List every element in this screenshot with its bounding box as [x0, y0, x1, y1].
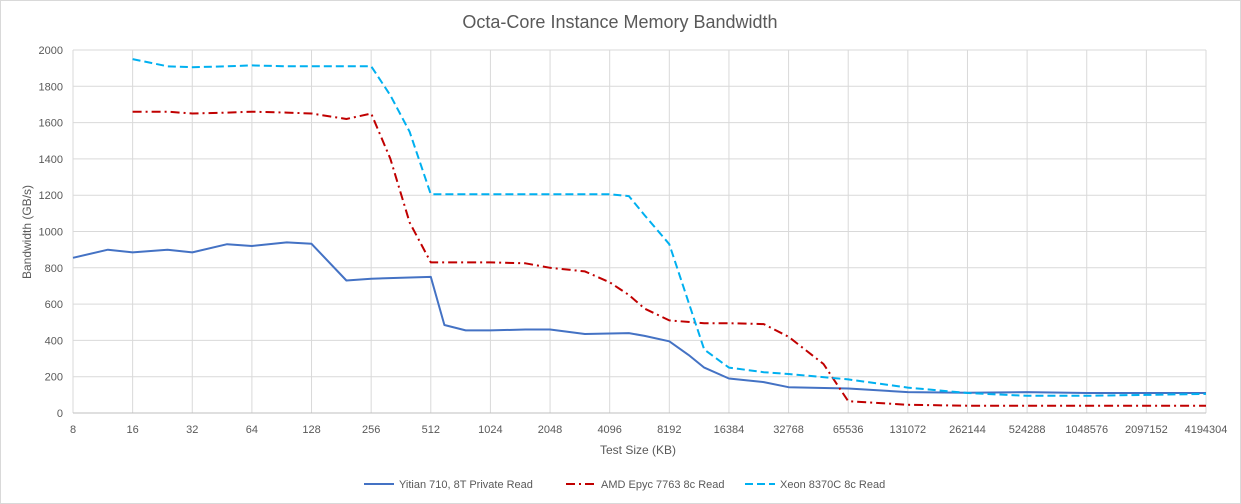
y-tick-label: 1400	[39, 154, 63, 166]
y-tick-label: 1000	[39, 227, 63, 239]
x-tick-label: 64	[246, 424, 258, 436]
x-tick-label: 8	[70, 424, 76, 436]
x-tick-label: 16	[127, 424, 139, 436]
x-tick-label: 131072	[889, 424, 926, 436]
x-axis-ticks: 8 16 32 64 128 256 512 1024 2048 4096 8192 16384 327…	[70, 424, 1227, 436]
x-tick-label: 2097152	[1125, 424, 1168, 436]
y-tick-label: 400	[45, 335, 63, 347]
x-tick-label: 1024	[478, 424, 502, 436]
y-tick-label: 2000	[39, 45, 63, 57]
x-tick-label: 65536	[833, 424, 864, 436]
legend-label-1: AMD Epyc 7763 8c Read	[601, 479, 725, 491]
y-tick-label: 600	[45, 299, 63, 311]
x-axis-title: Test Size (KB)	[600, 443, 676, 457]
x-tick-label: 128	[302, 424, 320, 436]
x-tick-label: 256	[362, 424, 380, 436]
legend-label-2: Xeon 8370C 8c Read	[780, 479, 885, 491]
x-tick-label: 1048576	[1065, 424, 1108, 436]
series-line-2	[132, 58, 1207, 397]
series-lines	[72, 58, 1207, 407]
x-tick-label: 32	[186, 424, 198, 436]
x-tick-label: 4096	[597, 424, 621, 436]
x-tick-label: 4194304	[1185, 424, 1228, 436]
y-tick-label: 1600	[39, 118, 63, 130]
y-tick-label: 200	[45, 372, 63, 384]
y-tick-label: 1800	[39, 81, 63, 93]
y-tick-label: 1200	[39, 190, 63, 202]
series-line-1	[132, 110, 1206, 407]
x-tick-label: 512	[422, 424, 440, 436]
y-axis-title: Bandwidth (GB/s)	[20, 185, 34, 279]
x-tick-label: 16384	[714, 424, 745, 436]
x-tick-label: 524288	[1009, 424, 1046, 436]
x-tick-label: 2048	[538, 424, 562, 436]
x-tick-label: 262144	[949, 424, 986, 436]
x-tick-label: 32768	[773, 424, 804, 436]
legend-label-0: Yitian 710, 8T Private Read	[399, 479, 533, 491]
series-line-0	[72, 241, 1206, 394]
chart-title: Octa-Core Instance Memory Bandwidth	[462, 12, 777, 32]
y-tick-label: 0	[57, 408, 63, 420]
y-tick-label: 800	[45, 263, 63, 275]
y-axis-ticks: 0 200 400 600 800 1000 1200 1400 1600 1800 2000	[39, 45, 63, 420]
gridlines	[72, 49, 1207, 413]
legend: Yitian 710, 8T Private Read AMD Epyc 7763…	[364, 479, 885, 491]
x-tick-label: 8192	[657, 424, 681, 436]
